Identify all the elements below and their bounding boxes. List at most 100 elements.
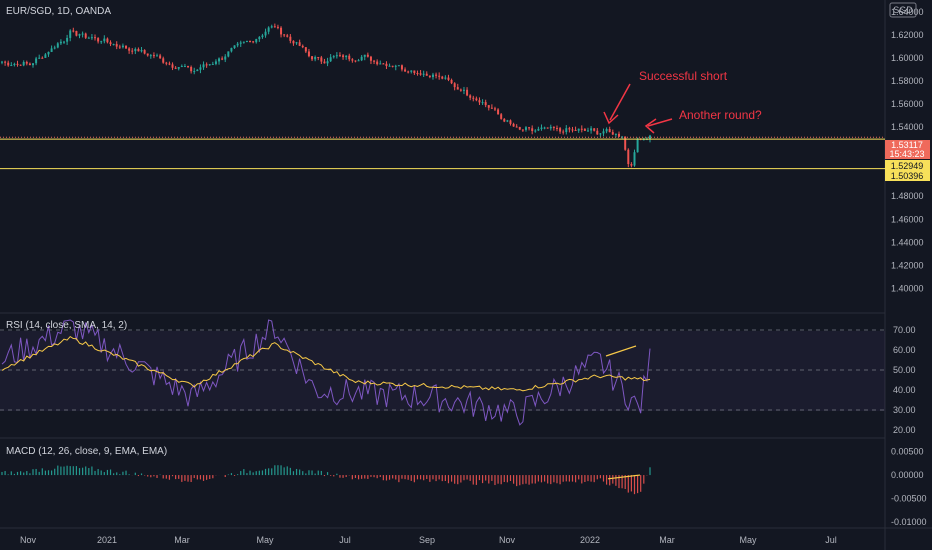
price-candle-body [521, 129, 524, 131]
price-candle-body [131, 50, 134, 52]
price-candle-body [441, 76, 444, 79]
price-candle-body [431, 74, 434, 78]
price-candle-body [515, 126, 518, 128]
price-tick-label: 1.40000 [891, 283, 924, 293]
rsi-divergence-line [605, 345, 637, 357]
annotation-second[interactable]: Another round? [644, 108, 762, 134]
price-candle-body [602, 131, 605, 134]
price-candle-body [233, 45, 236, 49]
macd-title[interactable]: MACD (12, 26, close, 9, EMA, EMA) [6, 446, 167, 457]
price-candle-body [307, 51, 310, 57]
price-candle-body [633, 152, 636, 166]
price-tick-label: 1.44000 [891, 237, 924, 247]
price-candle-body [590, 128, 593, 131]
price-candle-body [19, 64, 22, 66]
price-candle-body [121, 45, 124, 48]
price-candle-body [10, 65, 13, 67]
price-candle-body [90, 37, 93, 39]
annotation-first[interactable]: Successful short [603, 69, 728, 125]
price-candle-body [227, 51, 230, 57]
price-candle-body [94, 37, 97, 39]
symbol-title[interactable]: EUR/SGD, 1D, OANDA [6, 6, 111, 17]
price-candle-body [41, 57, 44, 59]
price-candle-body [156, 55, 159, 57]
price-candle-body [345, 55, 348, 58]
price-candle-body [500, 114, 503, 119]
rsi-tick-label: 20.00 [893, 425, 916, 435]
level-lower-badge[interactable]: 1.50396 [885, 170, 930, 181]
arrow-first-shaft [609, 83, 631, 121]
price-candle-body [242, 41, 245, 43]
price-candle-body [4, 61, 7, 63]
price-tick-label: 1.60000 [891, 53, 924, 63]
price-candle-body [410, 70, 413, 72]
price-candle-body [509, 120, 512, 124]
price-tick-label: 1.62000 [891, 30, 924, 40]
price-candle-body [348, 55, 351, 60]
price-candle-body [38, 57, 41, 59]
price-candle-body [357, 60, 360, 62]
annotation-second-text: Another round? [679, 108, 762, 122]
price-candle-body [376, 61, 379, 65]
price-candle-body [75, 31, 78, 36]
price-candle-body [286, 35, 289, 37]
price-candle-body [196, 69, 199, 72]
price-candle-body [487, 105, 490, 108]
price-candle-body [549, 126, 552, 129]
price-candle-body [140, 50, 143, 52]
axis-labels: 1.64000 1.62000 1.60000 1.58000 1.56000 1.540… [20, 7, 927, 545]
price-candle-body [369, 56, 372, 61]
price-candle-body [109, 42, 112, 45]
price-candle-body [118, 46, 121, 48]
current-price-badge-bg [885, 140, 930, 159]
price-candle-body [81, 33, 84, 35]
price-candle-body [342, 55, 345, 58]
price-candle-body [323, 61, 326, 64]
price-candle-body [450, 79, 453, 84]
price-candle-body [56, 43, 59, 48]
price-candle-body [59, 41, 62, 44]
price-candle-body [103, 38, 106, 42]
price-candle-body [208, 64, 211, 66]
price-candle-body [400, 65, 403, 70]
current-price-badge[interactable]: 1.53117 15:43:23 [885, 140, 930, 159]
price-candle-body [422, 73, 425, 75]
price-candle-body [134, 48, 137, 52]
price-candle-body [245, 40, 248, 42]
price-candle-body [413, 70, 416, 74]
price-candle-body [273, 26, 276, 28]
price-candle-body [329, 57, 332, 62]
rsi-tick-label: 30.00 [893, 405, 916, 415]
macd-tick-label: -0.00500 [891, 494, 927, 504]
price-candle-body [326, 61, 329, 64]
price-candle-body [214, 61, 217, 64]
price-candle-body [236, 43, 239, 46]
price-candle-body [379, 63, 382, 65]
rsi-title[interactable]: RSI (14, close, SMA, 14, 2) [6, 320, 127, 331]
level-upper-badge[interactable]: 1.52949 [885, 160, 930, 171]
price-candle-body [159, 55, 162, 59]
price-candle-body [69, 30, 72, 38]
currency-badge[interactable] [889, 2, 917, 18]
price-candle-body [338, 55, 341, 57]
price-candle-body [50, 48, 53, 52]
price-candle-body [193, 71, 196, 73]
price-candle-body [503, 118, 506, 122]
macd-tick-label: 0.00000 [891, 470, 924, 480]
price-candle-body [586, 130, 589, 132]
price-candle-body [490, 107, 493, 109]
time-tick-label: Sep [419, 535, 435, 545]
price-candle-body [143, 50, 146, 54]
price-candle-body [87, 37, 90, 39]
time-tick-label: Mar [659, 535, 675, 545]
price-candle-body [218, 58, 221, 62]
arrow-second-shaft [647, 118, 673, 127]
rsi-tick-label: 40.00 [893, 385, 916, 395]
arrow-second-head-icon [644, 118, 657, 134]
price-candle-body [221, 58, 224, 60]
price-candle-body [168, 63, 171, 65]
price-candle-body [419, 73, 422, 75]
price-candle-body [320, 57, 323, 62]
price-candle-body [264, 31, 267, 36]
